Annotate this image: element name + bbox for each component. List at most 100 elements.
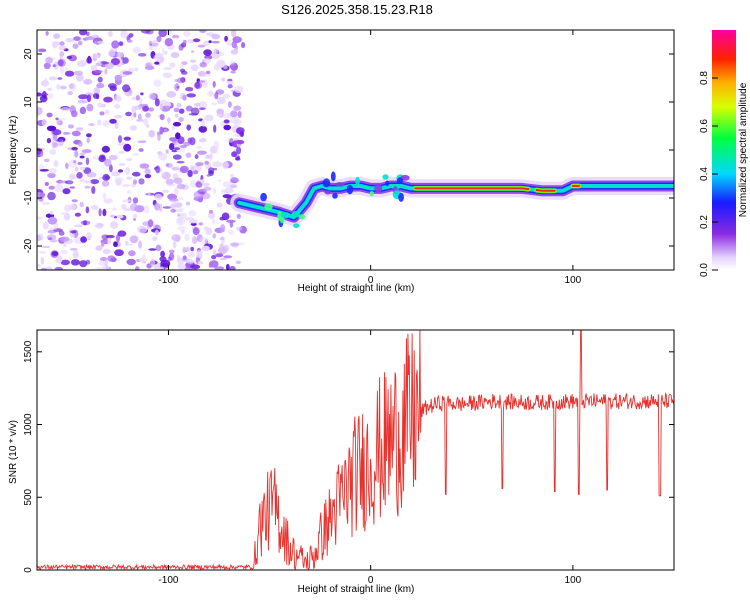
noise-speckle-dot	[211, 255, 217, 260]
noise-speckle-dot	[154, 98, 160, 107]
noise-speckle-dot	[226, 219, 236, 223]
noise-speckle-dot	[173, 177, 183, 184]
noise-speckle-dot	[226, 80, 235, 85]
noise-speckle-dot	[76, 172, 83, 179]
noise-speckle-dot	[169, 137, 178, 142]
colorbar: 0.0 0.2 0.4 0.6 0.8 Normalized spectral ampl…	[699, 30, 749, 277]
noise-speckle-dot	[155, 165, 161, 174]
noise-speckle-dot	[163, 129, 168, 132]
noise-speckle-dot	[156, 35, 162, 43]
noise-speckle-dot	[206, 174, 211, 177]
track-blob	[322, 178, 331, 188]
noise-speckle-dot	[74, 224, 83, 228]
noise-speckle-dot	[216, 202, 223, 208]
noise-speckle-dot	[168, 249, 175, 254]
noise-speckle-dot	[153, 53, 163, 62]
noise-speckle-dot	[91, 205, 99, 210]
noise-speckle-dot	[200, 137, 207, 143]
noise-speckle-dot	[158, 30, 167, 38]
noise-speckle-dot	[94, 40, 98, 44]
noise-speckle-dot	[188, 251, 195, 258]
noise-speckle-dot	[60, 259, 70, 266]
noise-speckle-dot	[104, 68, 108, 75]
noise-speckle-dot	[116, 51, 124, 58]
noise-speckle-dot	[188, 210, 197, 217]
noise-speckle-dot	[107, 238, 112, 245]
noise-speckle-dot	[179, 145, 188, 148]
noise-speckle-dot	[104, 109, 110, 115]
noise-speckle-dot	[70, 259, 80, 266]
noise-speckle-dot	[56, 84, 61, 90]
noise-speckle-dot	[162, 72, 173, 79]
track-blob	[330, 171, 336, 182]
noise-speckle-dot	[137, 140, 147, 143]
noise-speckle-dot	[159, 126, 164, 135]
noise-speckle-dot	[84, 185, 91, 189]
noise-speckle-dot	[152, 235, 158, 242]
noise-speckle-dot	[177, 77, 185, 84]
noise-speckle-dot	[97, 102, 103, 108]
noise-speckle-dot	[125, 243, 134, 246]
noise-speckle-dot	[111, 40, 120, 49]
noise-speckle-dot	[219, 257, 228, 261]
noise-speckle-dot	[176, 102, 182, 108]
noise-speckle-dot	[88, 123, 95, 127]
noise-speckle-dot	[79, 152, 86, 156]
noise-speckle-dot	[174, 83, 180, 92]
noise-speckle-dot	[85, 232, 92, 240]
noise-speckle-dot	[153, 79, 162, 87]
noise-speckle-dot	[181, 61, 188, 65]
noise-speckle-dot	[101, 242, 105, 247]
noise-speckle-dot	[169, 62, 176, 68]
noise-speckle-dot	[167, 117, 171, 124]
noise-speckle-dot	[104, 175, 111, 180]
noise-speckle-dot	[191, 50, 195, 53]
noise-speckle-dot	[217, 113, 223, 117]
noise-speckle-dot	[110, 214, 115, 218]
track-blob	[291, 211, 300, 218]
noise-speckle-dot	[236, 146, 242, 155]
noise-speckle-dot	[86, 133, 92, 138]
noise-speckle-dot	[71, 110, 78, 118]
noise-speckle-dot	[212, 218, 216, 224]
noise-speckle-dot	[235, 226, 243, 231]
noise-speckle-dot	[102, 61, 110, 65]
noise-speckle-dot	[192, 38, 201, 43]
noise-speckle-dot	[239, 131, 244, 137]
noise-speckle-dot	[102, 120, 110, 127]
snr-y-tick-label: 500	[23, 488, 34, 505]
colorbar-tick-label: 0.4	[699, 167, 710, 181]
noise-speckle-dot	[64, 204, 72, 212]
noise-speckle-dot	[166, 91, 177, 98]
noise-speckle-dot	[49, 148, 57, 155]
noise-speckle-dot	[204, 58, 211, 64]
noise-speckle-dot	[77, 99, 88, 104]
noise-speckle-dot	[86, 57, 93, 64]
noise-speckle-dot	[193, 81, 203, 89]
noise-speckle-dot	[99, 111, 105, 116]
colorbar-tick-label: 0.0	[699, 263, 710, 277]
noise-speckle-dot	[132, 179, 138, 185]
noise-speckle-dot	[186, 93, 196, 98]
noise-speckle-dot	[177, 226, 187, 231]
noise-speckle-dot	[118, 41, 124, 47]
snr-x-axis-label: Height of straight line (km)	[298, 584, 415, 595]
noise-speckle-dot	[37, 107, 43, 116]
noise-speckle-dot	[121, 184, 131, 187]
noise-speckle-dot	[154, 61, 160, 65]
noise-speckle-dot	[105, 234, 115, 239]
noise-speckle-dot	[222, 194, 232, 199]
noise-speckle-dot	[151, 39, 159, 48]
noise-speckle-dot	[183, 246, 193, 252]
noise-speckle-dot	[187, 137, 193, 144]
noise-speckle-dot	[43, 62, 51, 69]
noise-speckle-dot	[117, 169, 124, 173]
noise-speckle-dot	[173, 107, 180, 113]
colorbar-tick-label: 0.6	[699, 119, 710, 133]
noise-speckle-dot	[204, 160, 210, 165]
noise-speckle-dot	[209, 209, 213, 214]
noise-speckle-dot	[126, 258, 136, 266]
noise-speckle-dot	[184, 233, 190, 242]
spectrogram-y-tick-label: -10	[23, 190, 34, 205]
